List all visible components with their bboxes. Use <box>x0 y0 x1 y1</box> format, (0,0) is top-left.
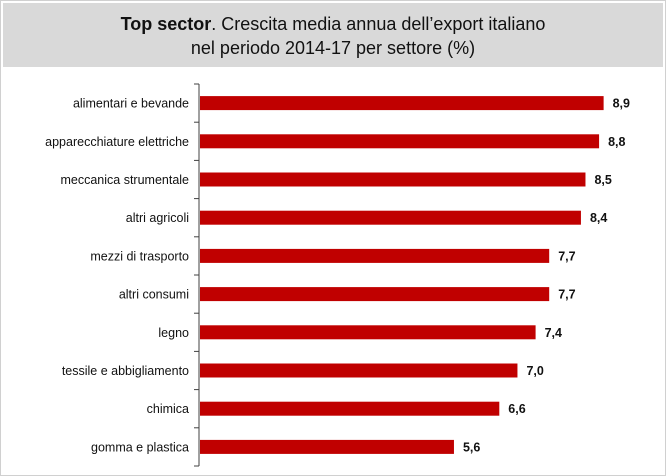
category-label: apparecchiature elettriche <box>45 135 189 149</box>
category-label: altri agricoli <box>126 211 189 225</box>
category-label: meccanica strumentale <box>60 173 189 187</box>
data-label: 7,7 <box>558 249 575 263</box>
data-label: 6,6 <box>508 402 525 416</box>
data-label: 7,4 <box>545 326 562 340</box>
chart-title-line-2: nel periodo 2014-17 per settore (%) <box>190 38 476 58</box>
data-label: 8,8 <box>608 135 625 149</box>
category-label: gomma e plastica <box>91 440 189 454</box>
chart-title-line-1: Top sector. Crescita media annua dell’ex… <box>3 13 663 35</box>
bar <box>200 439 454 454</box>
category-label: mezzi di trasporto <box>90 249 189 263</box>
bar <box>200 210 581 225</box>
data-label: 7,7 <box>558 288 575 302</box>
bar <box>200 363 518 378</box>
axis-layer <box>194 83 200 467</box>
bar <box>200 248 550 263</box>
data-label: 8,5 <box>594 173 611 187</box>
chart-title-rest: . Crescita media annua dell’export itali… <box>211 14 546 34</box>
category-label: tessile e abbigliamento <box>62 364 189 378</box>
chart-title-bold: Top sector <box>120 14 212 34</box>
data-label: 7,0 <box>526 364 543 378</box>
bar <box>200 401 500 416</box>
data-label: 8,9 <box>613 97 630 111</box>
category-label: alimentari e bevande <box>73 97 189 111</box>
data-label: 5,6 <box>463 440 480 454</box>
bar <box>200 172 586 187</box>
category-label: chimica <box>147 402 189 416</box>
bar <box>200 287 550 302</box>
bar <box>200 325 536 340</box>
chart-title-box: Top sector. Crescita media annua dell’ex… <box>3 3 663 67</box>
category-label: legno <box>158 326 189 340</box>
bar <box>200 96 604 111</box>
data-label: 8,4 <box>590 211 607 225</box>
bar <box>200 134 600 149</box>
bar-layer <box>200 96 604 454</box>
category-label: altri consumi <box>119 288 189 302</box>
label-layer: alimentari e bevande 8,9 apparecchiature e… <box>45 97 630 455</box>
